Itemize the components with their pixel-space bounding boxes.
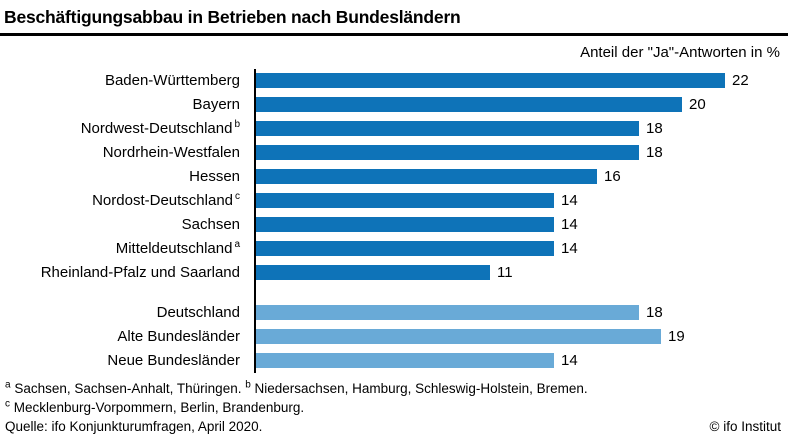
footnote-marker: a [234, 238, 240, 250]
bar-track: 19 [247, 325, 788, 349]
footnote-marker: b [245, 379, 251, 390]
source-row: Quelle: ifo Konjunkturumfragen, April 20… [5, 417, 781, 436]
bar [256, 329, 661, 344]
title-rule [0, 33, 788, 36]
chart-title: Beschäftigungsabbau in Betrieben nach Bu… [4, 7, 461, 27]
bar-row: Nordwest-Deutschland b 18 [0, 117, 788, 141]
bar-track: 11 [247, 261, 788, 285]
footnote-marker: b [234, 118, 240, 130]
copyright-text: © ifo Institut [709, 418, 781, 434]
bar-track: 14 [247, 237, 788, 261]
bar [256, 305, 639, 320]
bar-value-label: 18 [646, 143, 663, 161]
bar [256, 73, 725, 88]
bar-row: Mitteldeutschland a 14 [0, 237, 788, 261]
bar-row: Deutschland 18 [0, 301, 788, 325]
bar-track: 14 [247, 349, 788, 373]
bar-track: 18 [247, 141, 788, 165]
bar-label: Hessen [189, 167, 240, 185]
bar-track: 18 [247, 117, 788, 141]
bar [256, 353, 554, 368]
bar-chart: Baden-Württemberg 22 Bayern 20 Nordwest-Deut… [0, 68, 788, 373]
footnote-marker: c [235, 190, 240, 202]
bar-value-label: 16 [604, 167, 621, 185]
bar-label: Nordost-Deutschland c [92, 190, 240, 209]
footnote-marker: c [5, 398, 10, 409]
bar-value-label: 14 [561, 351, 578, 369]
group-gap [0, 285, 788, 301]
bar-value-label: 20 [689, 95, 706, 113]
bar-value-label: 18 [646, 303, 663, 321]
bar-track: 14 [247, 213, 788, 237]
footnotes: a Sachsen, Sachsen-Anhalt, Thüringen. b … [5, 379, 781, 436]
bar [256, 217, 554, 232]
bar-track: 14 [247, 189, 788, 213]
bar-label: Mitteldeutschland a [115, 238, 240, 257]
bar-track: 20 [247, 93, 788, 117]
bar-label: Alte Bundesländer [117, 327, 240, 345]
bar-row: Neue Bundesländer 14 [0, 349, 788, 373]
bar-label: Baden-Württemberg [104, 71, 240, 89]
bar-track: 18 [247, 301, 788, 325]
footnote-line-1: a Sachsen, Sachsen-Anhalt, Thüringen. b … [5, 379, 588, 396]
bar-row: Nordost-Deutschland c 14 [0, 189, 788, 213]
footnote-line-2: c Mecklenburg-Vorpommern, Berlin, Brande… [5, 398, 305, 415]
bar-value-label: 14 [561, 191, 578, 209]
bar-row: Hessen 16 [0, 165, 788, 189]
bar-label: Neue Bundesländer [107, 351, 240, 369]
bar-value-label: 22 [732, 71, 749, 89]
bar-value-label: 18 [646, 119, 663, 137]
bar-row: Alte Bundesländer 19 [0, 325, 788, 349]
bar-label: Nordwest-Deutschland b [80, 118, 240, 137]
bar-row: Bayern 20 [0, 93, 788, 117]
bar-label: Rheinland-Pfalz und Saarland [40, 263, 240, 281]
bar-row: Sachsen 14 [0, 213, 788, 237]
bar-value-label: 11 [497, 263, 513, 281]
bar-label: Sachsen [181, 215, 240, 233]
bar-value-label: 14 [561, 239, 578, 257]
bar-value-label: 14 [561, 215, 578, 233]
bar-label: Deutschland [156, 303, 240, 321]
bar-row: Nordrhein-Westfalen 18 [0, 141, 788, 165]
y-axis-line [254, 68, 256, 373]
bar [256, 145, 639, 160]
bar [256, 265, 490, 280]
bar-track: 16 [247, 165, 788, 189]
footnote-marker: a [5, 379, 11, 390]
bar [256, 121, 639, 136]
bar [256, 169, 597, 184]
chart-subtitle: Anteil der "Ja"-Antworten in % [580, 43, 780, 61]
bar [256, 241, 554, 256]
bar-label: Nordrhein-Westfalen [102, 143, 240, 161]
source-text: Quelle: ifo Konjunkturumfragen, April 20… [5, 418, 263, 434]
bar-row: Rheinland-Pfalz und Saarland 11 [0, 261, 788, 285]
bar-row: Baden-Württemberg 22 [0, 69, 788, 93]
bar-label: Bayern [192, 95, 240, 113]
bar-track: 22 [247, 69, 788, 93]
bar [256, 97, 682, 112]
bar [256, 193, 554, 208]
bar-value-label: 19 [668, 327, 685, 345]
